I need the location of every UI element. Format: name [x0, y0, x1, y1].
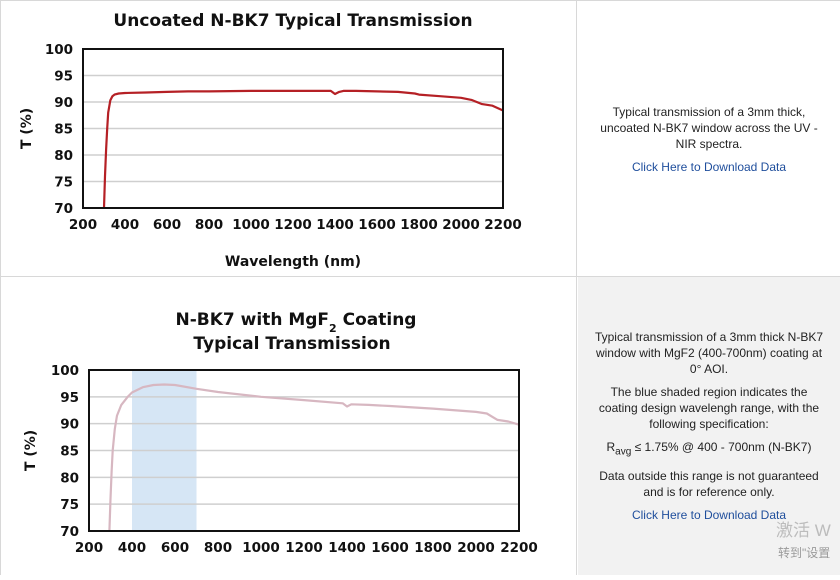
transmission-series-line	[108, 383, 520, 532]
x-tick-label: 1400	[328, 540, 366, 556]
download-data-link-uncoated[interactable]: Click Here to Download Data	[631, 159, 787, 174]
chart-title: Uncoated N-BK7 Typical Transmission	[113, 11, 472, 31]
coating-spec: Ravg ≤ 1.75% @ 400 - 700nm (N-BK7)	[607, 439, 812, 460]
transmission-series-line	[102, 89, 504, 209]
spec-rest: ≤ 1.75% @ 400 - 700nm (N-BK7)	[631, 440, 812, 455]
y-tick-label: 70	[54, 201, 73, 217]
x-tick-label: 2200	[500, 540, 538, 556]
y-tick-label: 90	[54, 95, 73, 111]
spec-sub: avg	[615, 446, 632, 458]
y-tick-label: 85	[54, 122, 73, 138]
x-tick-label: 1000	[232, 217, 270, 233]
y-tick-label: 80	[54, 148, 73, 164]
download-data-link-mgf2[interactable]: Click Here to Download Data	[631, 507, 787, 522]
shaded-region-note: The blue shaded region indicates the coa…	[598, 385, 820, 432]
panel-uncoated: Uncoated N-BK7 Typical Transmission 70 75 8…	[0, 0, 840, 277]
plot-frame	[82, 48, 504, 209]
chart-uncoated-transmission: Uncoated N-BK7 Typical Transmission 70 75 8…	[19, 11, 522, 270]
y-tick-label: 90	[60, 417, 79, 433]
y-tick-label: 80	[60, 470, 79, 486]
chart-title-line2: Typical Transmission	[193, 334, 390, 354]
chart-cell-uncoated: Uncoated N-BK7 Typical Transmission 70 75 8…	[0, 1, 577, 277]
y-tick-label: 75	[60, 497, 79, 513]
activation-watermark: 激活 W	[776, 521, 831, 540]
x-tick-label: 1200	[274, 217, 312, 233]
x-tick-label: 800	[195, 217, 223, 233]
x-tick-label: 1400	[316, 217, 354, 233]
x-tick-label: 1800	[414, 540, 452, 556]
description-uncoated: Typical transmission of a 3mm thick, unc…	[600, 104, 818, 151]
y-tick-label: 95	[54, 69, 73, 85]
x-tick-label: 800	[204, 540, 232, 556]
y-tick-label: 100	[45, 42, 73, 58]
x-tick-label: 1200	[285, 540, 323, 556]
x-tick-label: 600	[161, 540, 189, 556]
x-tick-label: 2000	[442, 217, 480, 233]
desc-cell-uncoated: Typical transmission of a 3mm thick, unc…	[578, 1, 840, 277]
x-tick-label: 400	[111, 217, 139, 233]
x-tick-label: 200	[75, 540, 103, 556]
x-tick-label: 2000	[457, 540, 495, 556]
disclaimer: Data outside this range is not guarantee…	[599, 468, 819, 499]
x-tick-label: 400	[118, 540, 146, 556]
y-tick-label: 85	[60, 444, 79, 460]
chart-cell-mgf2: N-BK7 with MgF2 Coating Typical Transmiss…	[0, 277, 577, 575]
plot-frame	[88, 369, 520, 532]
x-tick-label: 1800	[400, 217, 438, 233]
x-tick-label: 1600	[371, 540, 409, 556]
chart-title: N-BK7 with MgF2 Coating	[176, 310, 417, 335]
x-axis-label: Wavelength (nm)	[225, 254, 361, 270]
x-tick-label: 2200	[484, 217, 522, 233]
x-tick-label: 1600	[358, 217, 396, 233]
x-tick-label: 200	[69, 217, 97, 233]
desc-cell-mgf2: Typical transmission of a 3mm thick N-BK…	[578, 277, 840, 575]
spec-r: R	[606, 440, 616, 455]
x-tick-label: 1000	[242, 540, 280, 556]
y-axis-label: T (%)	[19, 108, 35, 149]
description-mgf2: Typical transmission of a 3mm thick N-BK…	[594, 330, 824, 377]
y-tick-label: 100	[51, 363, 79, 379]
y-axis-label: T (%)	[23, 430, 39, 471]
x-tick-label: 600	[153, 217, 181, 233]
activation-watermark-sub: 转到"设置	[778, 546, 831, 560]
y-tick-label: 75	[54, 175, 73, 191]
y-tick-label: 95	[60, 390, 79, 406]
panel-mgf2-coated: N-BK7 with MgF2 Coating Typical Transmiss…	[0, 276, 840, 575]
y-tick-label: 70	[60, 524, 79, 540]
